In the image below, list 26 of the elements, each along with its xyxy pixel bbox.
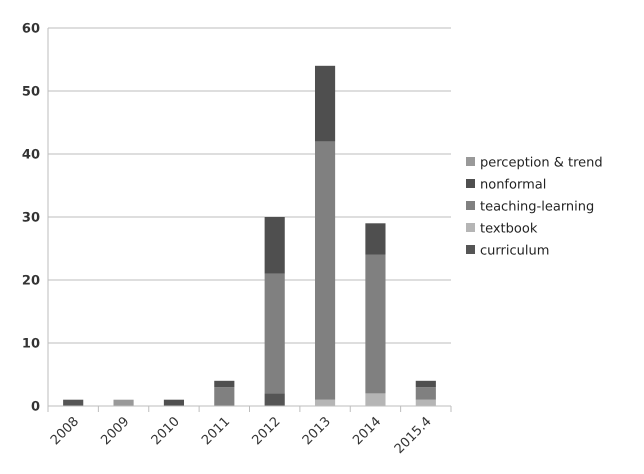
bar <box>416 380 436 388</box>
legend-label: nonformal <box>480 178 546 193</box>
bar <box>113 400 134 406</box>
bar <box>314 66 336 142</box>
y-tick-label: 20 <box>22 274 40 289</box>
legend-label: teaching-learning <box>480 200 594 215</box>
bar <box>264 274 285 394</box>
legend-label: textbook <box>480 222 538 237</box>
y-tick-label: 10 <box>22 336 40 352</box>
y-tick-label: 60 <box>22 22 40 37</box>
bar <box>214 387 234 406</box>
legend-label: curriculum <box>480 244 550 259</box>
bar <box>164 400 184 406</box>
legend-label: perception & trend <box>480 156 603 171</box>
bar <box>214 380 234 388</box>
y-tick-label: 0 <box>30 400 40 415</box>
bar <box>365 223 386 255</box>
bar <box>264 217 285 274</box>
bar <box>63 400 84 406</box>
bar <box>264 393 285 406</box>
bar <box>416 387 436 400</box>
bar <box>314 141 336 400</box>
y-tick-label: 50 <box>22 84 40 100</box>
y-tick-label: 30 <box>22 210 40 226</box>
bar <box>365 254 386 394</box>
y-tick-label: 40 <box>22 148 40 163</box>
